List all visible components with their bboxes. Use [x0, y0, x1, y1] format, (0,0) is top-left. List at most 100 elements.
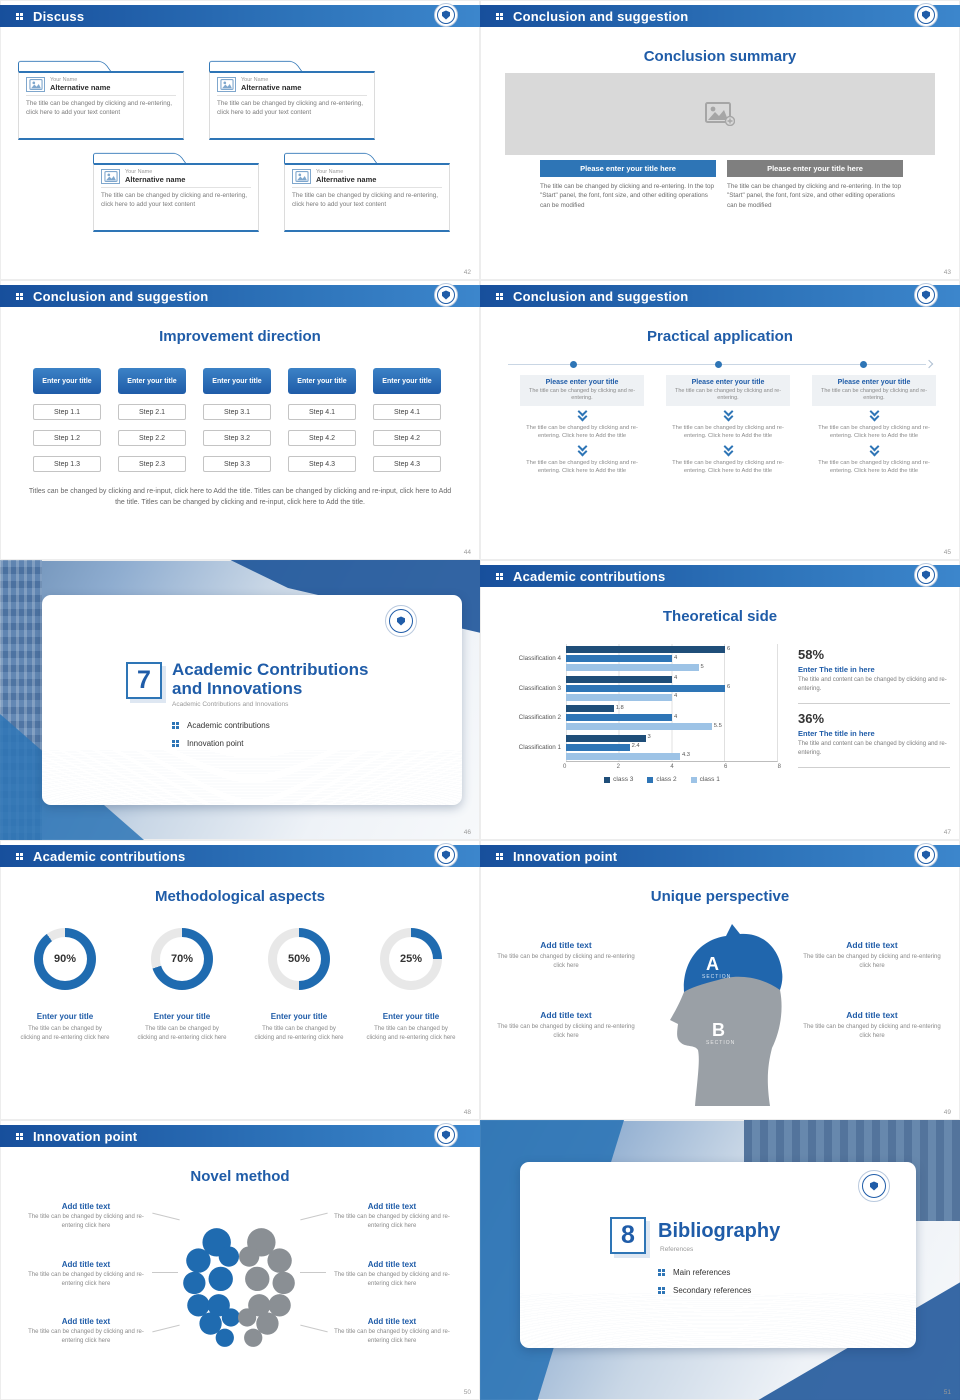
section-bullet: Secondary references — [658, 1286, 751, 1295]
timeline-dot — [860, 361, 867, 368]
slide-46-section-academic-contributions[interactable]: 7 Academic Contributions and Innovations… — [0, 560, 480, 840]
step-box: Step 2.1 — [118, 404, 186, 420]
donut-body: The title can be changed by clicking and… — [366, 1026, 456, 1041]
donut-chart: 50% — [268, 928, 330, 990]
text-block: Add title text The title can be changed … — [20, 1317, 152, 1345]
connector-line — [152, 1272, 178, 1273]
header-dots-icon — [496, 12, 505, 21]
donut-column: 50% Enter your title The title can be ch… — [244, 928, 354, 1043]
step-box: Step 4.3 — [288, 456, 356, 472]
head-silhouette-graphic: A SECTION B SECTION — [640, 914, 800, 1106]
stat-body: The title and content can be changed by … — [798, 677, 947, 692]
slide-header: Academic contributions — [480, 563, 960, 587]
page-number: 44 — [463, 549, 471, 556]
column-title-button[interactable]: Enter your title — [288, 368, 356, 394]
card-your-name: Your Name — [50, 77, 78, 83]
slide-45-practical-application[interactable]: Conclusion and suggestion Practical appl… — [480, 280, 960, 560]
folder-tab — [209, 60, 302, 71]
block-body: The title can be changed by clicking and… — [28, 1272, 144, 1287]
section-bullet: Academic contributions — [172, 721, 270, 730]
header-title: Academic contributions — [513, 568, 666, 584]
step-box: Step 1.2 — [33, 430, 101, 446]
connector-line — [300, 1212, 328, 1221]
chart-data-label: 4 — [674, 654, 678, 661]
chart-category-label: Classification 3 — [518, 684, 561, 692]
title-button-blue[interactable]: Please enter your title here — [540, 160, 716, 177]
donut-column: 70% Enter your title The title can be ch… — [127, 928, 237, 1043]
legend-item: class 3 — [604, 776, 633, 783]
card-alt-name: Alternative name — [50, 83, 111, 92]
text-block: Add title text The title can be changed … — [326, 1202, 458, 1230]
practical-column: Please enter your title The title can be… — [666, 375, 790, 475]
slide-47-theoretical-side[interactable]: Academic contributions Theoretical side … — [480, 560, 960, 840]
header-title: Discuss — [33, 8, 85, 24]
column-title-button[interactable]: Enter your title — [203, 368, 271, 394]
block-title: Add title text — [367, 1317, 417, 1326]
chart-bar — [566, 705, 614, 713]
block-title: Add title text — [846, 1010, 898, 1020]
title-button-gray[interactable]: Please enter your title here — [727, 160, 903, 177]
university-logo-icon — [434, 1123, 458, 1147]
step-box: Step 2.2 — [118, 430, 186, 446]
slide-48-methodological-aspects[interactable]: Academic contributions Methodological as… — [0, 840, 480, 1120]
slide-title: Improvement direction — [159, 328, 321, 345]
donut-body: The title can be changed by clicking and… — [20, 1026, 110, 1041]
step-column: Enter your title Step 4.1 Step 4.2 Step … — [288, 368, 356, 472]
chart-data-label: 3 — [647, 734, 651, 741]
head-top-shape — [683, 924, 783, 992]
slide-49-unique-perspective[interactable]: Innovation point Unique perspective A SE… — [480, 840, 960, 1120]
donut-body: The title can be changed by clicking and… — [137, 1026, 227, 1041]
chart-data-label: 1.8 — [615, 704, 624, 711]
donut-column: 25% Enter your title The title can be ch… — [356, 928, 466, 1043]
slide-51-section-bibliography[interactable]: 8 Bibliography References Main reference… — [480, 1120, 960, 1400]
page-number: 43 — [943, 269, 951, 276]
chart-category-label: Classification 1 — [518, 743, 561, 751]
title-box: Please enter your title The title can be… — [666, 375, 790, 407]
connector-line — [152, 1212, 180, 1221]
discuss-card: Your Name Alternative name The title can… — [209, 60, 375, 140]
slide-header: Discuss — [0, 3, 480, 27]
legend-item: class 1 — [690, 776, 720, 783]
connector-line — [152, 1324, 180, 1333]
stat-body: The title and content can be changed by … — [798, 741, 947, 756]
column-title-button[interactable]: Enter your title — [33, 368, 101, 394]
header-title: Conclusion and suggestion — [513, 8, 689, 24]
slide-44-improvement-direction[interactable]: Conclusion and suggestion Improvement di… — [0, 280, 480, 560]
page-number: 42 — [463, 269, 471, 276]
section-subtitle: References — [660, 1246, 694, 1253]
section-subtitle: Academic Contributions and Innovations — [172, 701, 289, 708]
card-your-name: Your Name — [125, 169, 153, 175]
column-text: The title can be changed by clicking and… — [818, 459, 930, 474]
connector-line — [300, 1272, 326, 1273]
section-b-word: SECTION — [706, 1040, 735, 1046]
section-card — [520, 1162, 916, 1348]
card-alt-name: Alternative name — [125, 175, 186, 184]
block-title: Add title text — [540, 1010, 592, 1020]
step-box: Step 3.1 — [203, 404, 271, 420]
block-title: Add title text — [367, 1202, 417, 1211]
slide-43-conclusion-summary[interactable]: Conclusion and suggestion Conclusion sum… — [480, 0, 960, 280]
column-title-button[interactable]: Enter your title — [373, 368, 441, 394]
donut-body: The title can be changed by clicking and… — [254, 1026, 344, 1041]
text-block: Add title text The title can be changed … — [20, 1202, 152, 1230]
university-logo-icon — [434, 283, 458, 307]
card-alt-name: Alternative name — [241, 83, 302, 92]
step-box: Step 3.2 — [203, 430, 271, 446]
donut-percentage: 90% — [53, 953, 77, 965]
chart-data-label: 4 — [674, 713, 678, 720]
section-title: Academic Contributions and Innovations — [172, 660, 368, 698]
card-body-text: The title can be changed by clicking and… — [292, 192, 438, 209]
bullet-label: Academic contributions — [187, 721, 270, 730]
bullet-label: Innovation point — [187, 739, 244, 748]
slide-50-novel-method[interactable]: Innovation point Novel method — [0, 1120, 480, 1400]
block-body: The title can be changed by clicking and… — [803, 954, 941, 969]
page-number: 49 — [943, 1109, 951, 1116]
step-box: Step 4.1 — [373, 404, 441, 420]
head-face-shape — [670, 953, 782, 1106]
slide-42-discuss[interactable]: Discuss Your Name Alternative name The t… — [0, 0, 480, 280]
card-your-name: Your Name — [241, 77, 269, 83]
column-subtitle: The title can be changed by clicking and… — [674, 388, 782, 402]
bullet-dots-icon — [172, 739, 181, 748]
column-title-button[interactable]: Enter your title — [118, 368, 186, 394]
